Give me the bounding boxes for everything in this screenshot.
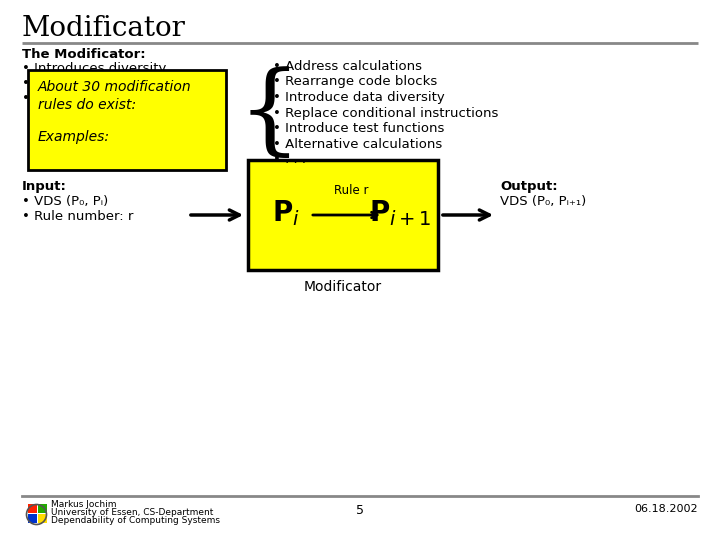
- Text: • Pool of modification rules.: • Pool of modification rules.: [22, 77, 207, 90]
- Text: $\mathbf{P}_{i+1}$: $\mathbf{P}_{i+1}$: [369, 198, 431, 228]
- Bar: [28, 514, 37, 523]
- Bar: [248, 160, 438, 270]
- Text: Input:: Input:: [22, 180, 67, 193]
- Text: • Rearrange code blocks: • Rearrange code blocks: [273, 76, 437, 89]
- Text: • Address calculations: • Address calculations: [273, 60, 422, 73]
- Text: • Introduces diversity.: • Introduces diversity.: [22, 62, 168, 75]
- Text: Modificator: Modificator: [304, 280, 382, 294]
- Text: The Modificator:: The Modificator:: [22, 48, 145, 61]
- Text: Dependability of Computing Systems: Dependability of Computing Systems: [51, 516, 220, 525]
- Text: 5: 5: [356, 504, 364, 517]
- Text: • Replace conditional instructions: • Replace conditional instructions: [273, 106, 498, 119]
- Text: • Semantical equivalence.: • Semantical equivalence.: [22, 92, 198, 105]
- Text: VDS (P₀, Pᵢ₊₁): VDS (P₀, Pᵢ₊₁): [500, 195, 586, 208]
- Text: Output:: Output:: [500, 180, 557, 193]
- Text: Rule r: Rule r: [334, 184, 368, 197]
- Text: • Alternative calculations: • Alternative calculations: [273, 138, 442, 151]
- Text: University of Essen, CS-Department: University of Essen, CS-Department: [51, 508, 213, 517]
- Text: Examples:: Examples:: [38, 130, 110, 144]
- Text: {: {: [238, 67, 302, 163]
- Text: Markus Jochim: Markus Jochim: [51, 500, 117, 509]
- Text: $\mathbf{P}_i$: $\mathbf{P}_i$: [272, 198, 300, 228]
- Bar: [28, 504, 37, 513]
- Bar: [38, 514, 47, 523]
- Bar: [28, 70, 226, 170]
- Text: • Introduce test functions: • Introduce test functions: [273, 122, 444, 135]
- Text: • . . .: • . . .: [273, 153, 306, 166]
- Text: • Introduce data diversity: • Introduce data diversity: [273, 91, 445, 104]
- Text: • Rule number: r: • Rule number: r: [22, 210, 133, 223]
- Text: rules do exist:: rules do exist:: [38, 98, 136, 112]
- Bar: [38, 504, 47, 513]
- Text: Modificator: Modificator: [22, 15, 186, 42]
- Text: • VDS (P₀, Pᵢ): • VDS (P₀, Pᵢ): [22, 195, 108, 208]
- Text: 06.18.2002: 06.18.2002: [634, 504, 698, 514]
- Text: About 30 modification: About 30 modification: [38, 80, 192, 94]
